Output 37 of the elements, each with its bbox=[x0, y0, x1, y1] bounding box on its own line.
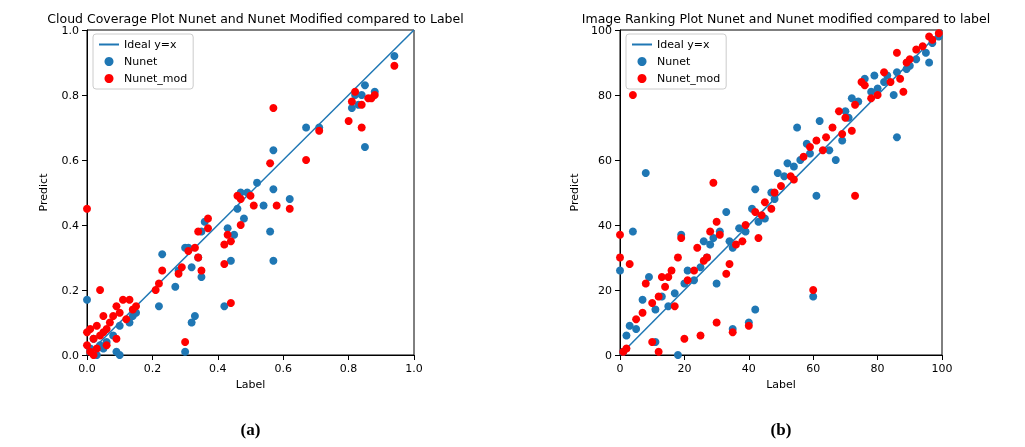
x-tick-label: 0 bbox=[616, 362, 624, 375]
y-tick-label: 40 bbox=[598, 218, 612, 232]
y-tick-label: 0.0 bbox=[61, 348, 79, 362]
y-tick-label: 80 bbox=[598, 88, 612, 102]
legend-label: Nunet bbox=[124, 55, 158, 68]
text: (b) bbox=[770, 420, 792, 440]
x-tick-label: 0.4 bbox=[209, 362, 227, 375]
y-tick-label: 0 bbox=[605, 348, 612, 362]
legend-label: Nunet_mod bbox=[657, 72, 721, 85]
legend-label: Nunet bbox=[657, 55, 691, 68]
text: (a) bbox=[240, 420, 261, 440]
x-tick-label: 0.6 bbox=[274, 362, 292, 375]
legend-label: Nunet_mod bbox=[124, 72, 188, 85]
x-tick-label: 0.8 bbox=[339, 362, 358, 375]
x-tick-label: 1.0 bbox=[405, 362, 423, 375]
y-tick-label: 20 bbox=[598, 283, 612, 297]
y-tick-label: 1.0 bbox=[61, 23, 79, 37]
chart-title: Image Ranking Plot Nunet and Nunet modified compared to label bbox=[581, 11, 991, 26]
x-tick-label: 80 bbox=[870, 362, 885, 375]
y-tick-label: 60 bbox=[598, 153, 612, 167]
x-axis-title: Label bbox=[235, 377, 266, 391]
x-tick-label: 0.0 bbox=[78, 362, 96, 375]
x-tick-label: 0.2 bbox=[143, 362, 162, 375]
legend-label: Ideal y=x bbox=[657, 38, 711, 51]
legend-label: Ideal y=x bbox=[124, 38, 178, 51]
y-tick-label: 0.8 bbox=[61, 88, 79, 102]
y-tick-label: 0.2 bbox=[61, 283, 79, 297]
x-axis-title: Label bbox=[766, 377, 796, 391]
y-tick-label: 0.4 bbox=[61, 218, 79, 232]
x-tick-label: 60 bbox=[806, 362, 821, 375]
y-tick-label: 0.6 bbox=[61, 153, 79, 167]
chart-title: Cloud Coverage Plot Nunet and Nunet Modified compared to Label bbox=[47, 11, 464, 26]
x-tick-label: 20 bbox=[677, 362, 692, 375]
y-axis-title: Predict bbox=[37, 172, 50, 212]
x-tick-label: 40 bbox=[741, 362, 756, 375]
y-axis-title: Predict bbox=[568, 172, 582, 212]
x-tick-label: 100 bbox=[931, 362, 953, 375]
